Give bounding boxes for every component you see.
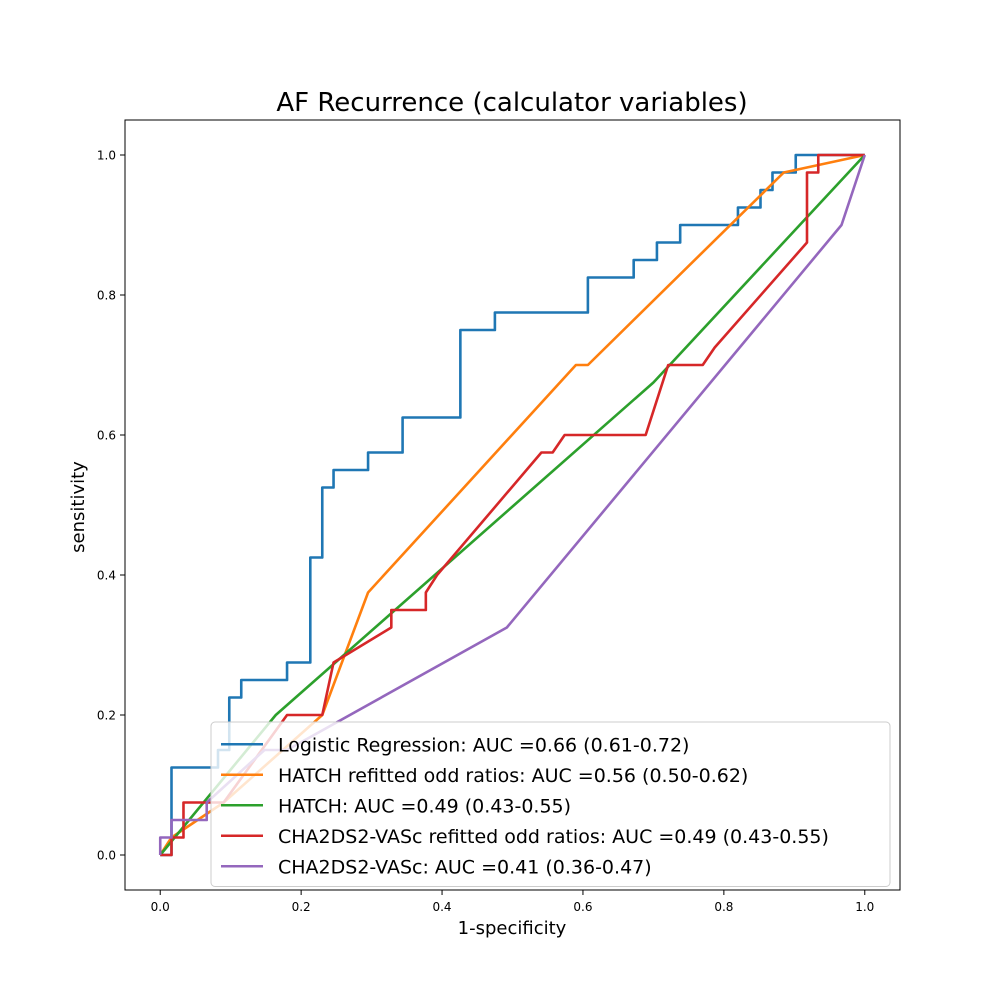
x-tick-label: 0.0 — [151, 900, 170, 914]
legend-box — [210, 721, 891, 887]
y-tick-label: 0.2 — [97, 709, 116, 723]
series-line-4 — [158, 154, 867, 855]
y-tick-label: 0.6 — [97, 429, 116, 443]
x-tick-label: 0.6 — [573, 900, 592, 914]
axes: 0.0 0.2 0.4 0.6 0.8 1.0 0.0 0.2 0.4 0.6 0.8 1.0 — [97, 119, 901, 914]
y-axis-label: sensitivity — [68, 461, 89, 553]
x-tick-label: 1.0 — [855, 900, 874, 914]
y-tick-label: 1.0 — [97, 149, 116, 163]
legend: Logistic Regression: AUC =0.66 (0.61-0.7… — [210, 721, 891, 887]
series-line-0 — [160, 153, 865, 857]
legend-label-4: CHA2DS2-VASc: AUC =0.41 (0.36-0.47) — [278, 856, 652, 878]
legend-label-0: Logistic Regression: AUC =0.66 (0.61-0.7… — [278, 734, 689, 756]
x-tick-label: 0.4 — [432, 900, 451, 914]
y-tick-label: 0.8 — [97, 289, 116, 303]
axes-frame — [124, 119, 901, 891]
x-tick-label: 0.8 — [714, 900, 733, 914]
series-line-3 — [160, 153, 865, 857]
legend-label-3: CHA2DS2-VASc refitted odd ratios: AUC =0… — [278, 826, 829, 848]
series-line-1 — [159, 153, 866, 856]
y-tick-label: 0.4 — [97, 569, 116, 583]
legend-label-1: HATCH refitted odd ratios: AUC =0.56 (0.… — [278, 765, 748, 787]
y-tick-label: 0.0 — [97, 849, 116, 863]
chart-title: AF Recurrence (calculator variables) — [276, 88, 747, 118]
x-tick-label: 0.2 — [292, 900, 311, 914]
legend-label-2: HATCH: AUC =0.49 (0.43-0.55) — [278, 795, 571, 817]
x-axis-label: 1-specificity — [458, 918, 567, 939]
